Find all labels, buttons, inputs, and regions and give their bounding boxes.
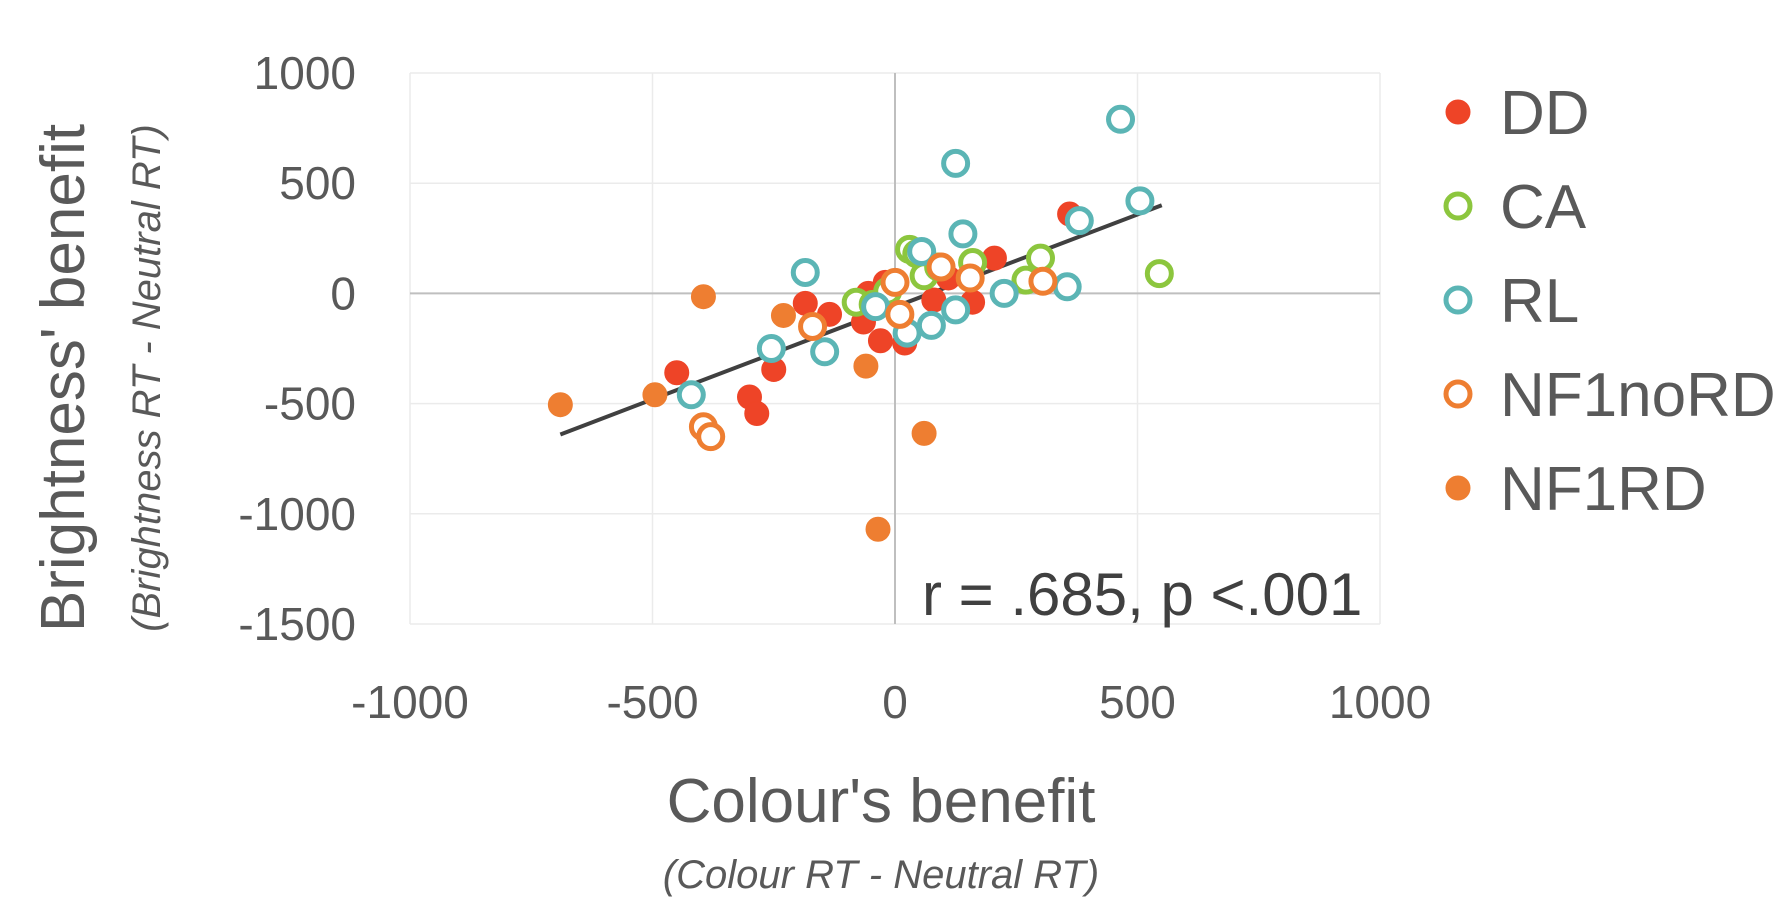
data-point-RL bbox=[1125, 186, 1155, 216]
data-point-NF1RD bbox=[690, 284, 716, 310]
legend-label: DD bbox=[1500, 79, 1590, 148]
legend-marker bbox=[1443, 285, 1473, 315]
legend-item-CA: CA bbox=[1443, 173, 1587, 242]
series-NF1RD bbox=[547, 284, 937, 542]
data-point-RL bbox=[948, 219, 978, 249]
data-point-RL bbox=[676, 380, 706, 410]
data-point-CA bbox=[1144, 259, 1174, 289]
y-tick-label: 0 bbox=[330, 267, 356, 319]
legend-item-RL: RL bbox=[1443, 267, 1579, 336]
x-axis-subtitle: (Colour RT - Neutral RT) bbox=[663, 853, 1099, 897]
x-tick-label: -1000 bbox=[351, 676, 469, 728]
legend-item-NF1noRD: NF1noRD bbox=[1443, 361, 1776, 430]
data-point-NF1noRD bbox=[955, 263, 985, 293]
data-point-RL bbox=[1052, 272, 1082, 302]
data-point-DD bbox=[867, 328, 893, 354]
legend-label: RL bbox=[1500, 267, 1579, 336]
data-point-RL bbox=[861, 292, 891, 322]
legend-marker bbox=[1445, 475, 1471, 501]
x-tick-label: 0 bbox=[882, 676, 908, 728]
data-point-DD bbox=[792, 290, 818, 316]
legend-label: NF1RD bbox=[1500, 455, 1707, 524]
data-point-RL bbox=[810, 337, 840, 367]
data-point-DD bbox=[744, 401, 770, 427]
tick-labels: -1000 -500 0 500 1000 1000 500 0 -500 -1000 -1500 bbox=[238, 47, 1431, 728]
data-point-RL bbox=[1064, 206, 1094, 236]
x-tick-label: 500 bbox=[1099, 676, 1176, 728]
data-point-RL bbox=[989, 278, 1019, 308]
x-axis-title: Colour's benefit bbox=[667, 767, 1096, 836]
data-point-RL bbox=[907, 237, 937, 267]
data-point-NF1RD bbox=[865, 516, 891, 542]
data-point-NF1noRD bbox=[1028, 266, 1058, 296]
data-point-RL bbox=[1106, 104, 1136, 134]
y-axis-title: Brightness' benefit bbox=[29, 124, 98, 632]
y-tick-label: 500 bbox=[279, 157, 356, 209]
legend-item-NF1RD: NF1RD bbox=[1445, 455, 1707, 524]
y-tick-label: -1000 bbox=[238, 488, 356, 540]
data-point-NF1noRD bbox=[696, 422, 726, 452]
series-NF1noRD bbox=[688, 252, 1058, 452]
legend-label: CA bbox=[1500, 173, 1587, 242]
data-point-NF1noRD bbox=[885, 299, 915, 329]
data-point-DD bbox=[664, 360, 690, 386]
legend: DD CA RL NF1noRD NF1RD bbox=[1443, 79, 1776, 524]
y-axis-subtitle: (Brightness RT - Neutral RT) bbox=[125, 124, 169, 632]
data-point-NF1noRD bbox=[926, 252, 956, 282]
data-point-NF1RD bbox=[547, 392, 573, 418]
legend-item-DD: DD bbox=[1445, 79, 1590, 148]
legend-marker bbox=[1443, 379, 1473, 409]
x-tick-label: 1000 bbox=[1329, 676, 1431, 728]
correlation-annotation: r = .685, p <.001 bbox=[922, 561, 1362, 628]
data-point-NF1RD bbox=[911, 420, 937, 446]
data-point-RL bbox=[941, 148, 971, 178]
data-point-CA bbox=[1026, 243, 1055, 273]
data-points bbox=[547, 104, 1174, 542]
legend-marker bbox=[1443, 191, 1473, 221]
data-point-RL bbox=[941, 295, 971, 325]
legend-marker bbox=[1445, 99, 1471, 125]
data-point-NF1noRD bbox=[880, 267, 910, 297]
x-tick-label: -500 bbox=[606, 676, 698, 728]
y-tick-label: 1000 bbox=[254, 47, 356, 99]
data-point-RL bbox=[756, 334, 786, 363]
data-point-NF1RD bbox=[770, 302, 796, 328]
data-point-NF1noRD bbox=[798, 311, 828, 341]
y-tick-label: -500 bbox=[264, 378, 356, 430]
y-tick-label: -1500 bbox=[238, 598, 356, 650]
data-point-NF1RD bbox=[642, 382, 668, 408]
data-point-NF1RD bbox=[853, 353, 879, 379]
data-point-RL bbox=[790, 257, 820, 287]
legend-label: NF1noRD bbox=[1500, 361, 1776, 430]
data-point-RL bbox=[916, 310, 946, 340]
